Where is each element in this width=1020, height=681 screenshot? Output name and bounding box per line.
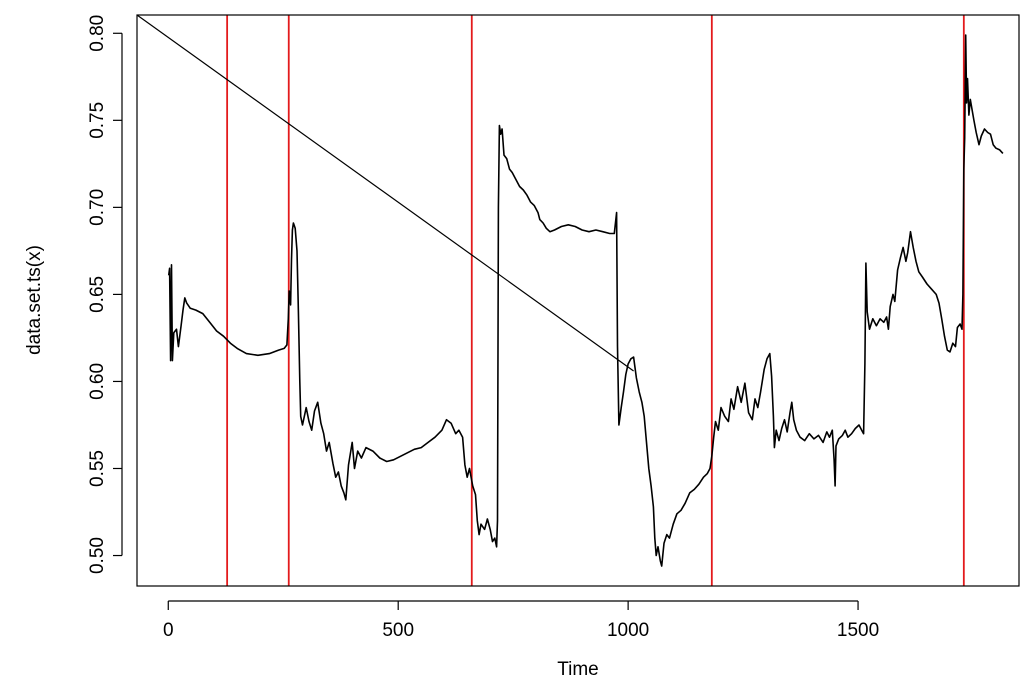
breakpoint-lines	[226, 15, 965, 586]
y-axis: 0.50 0.55 0.60 0.65 0.70 0.75 0.80	[87, 15, 123, 574]
x-tick-label: 1000	[607, 620, 649, 641]
series-line	[167, 34, 1004, 567]
series-layer	[136, 14, 1004, 567]
diagonal-line	[136, 14, 634, 372]
y-tick-label: 0.55	[87, 450, 108, 487]
x-tick-label: 1500	[837, 620, 879, 641]
x-tick-label: 500	[382, 620, 414, 641]
plot-frame	[136, 14, 1020, 587]
x-tick-label: 0	[163, 620, 174, 641]
y-tick-label: 0.60	[87, 363, 108, 400]
x-axis: 0 500 1000 1500	[163, 600, 879, 641]
y-tick-label: 0.80	[87, 15, 108, 52]
y-axis-title: data.set.ts(x)	[24, 245, 45, 355]
y-tick-label: 0.50	[87, 537, 108, 574]
y-tick-label: 0.75	[87, 102, 108, 139]
y-tick-label: 0.65	[87, 276, 108, 313]
x-axis-title: Time	[557, 659, 599, 680]
y-tick-label: 0.70	[87, 189, 108, 226]
